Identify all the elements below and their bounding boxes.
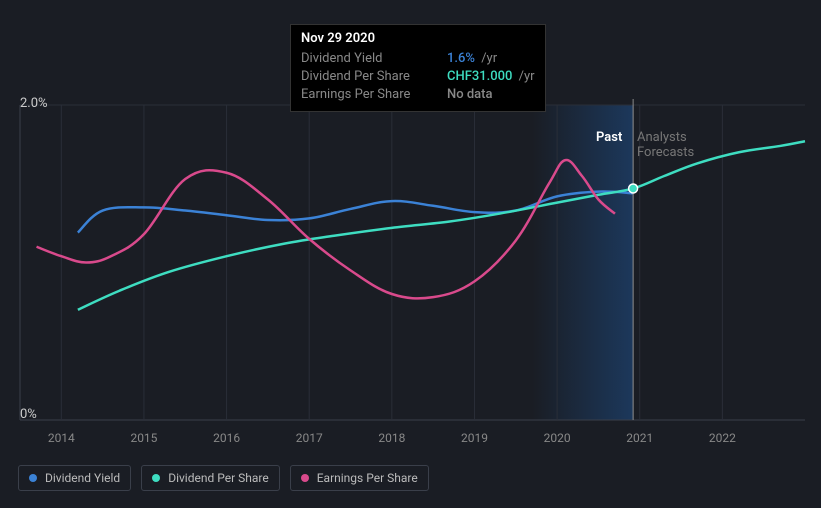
legend-label: Earnings Per Share — [317, 471, 418, 485]
x-axis-tick-label: 2021 — [626, 431, 653, 445]
legend-dot-icon — [152, 474, 160, 482]
y-axis-label-top: 2.0% — [20, 96, 48, 111]
legend: Dividend Yield Dividend Per Share Earnin… — [18, 465, 429, 491]
legend-label: Dividend Yield — [45, 471, 120, 485]
legend-item-dividend-per-share[interactable]: Dividend Per Share — [141, 465, 280, 491]
tooltip-row-label: Dividend Per Share — [301, 68, 431, 86]
tooltip-row-value: No data — [447, 86, 493, 104]
legend-label: Dividend Per Share — [168, 471, 269, 485]
tooltip-row-label: Earnings Per Share — [301, 86, 431, 104]
x-axis-tick-label: 2016 — [213, 431, 240, 445]
x-axis-tick-label: 2020 — [544, 431, 571, 445]
x-axis-tick-label: 2018 — [378, 431, 405, 445]
tooltip-row-value: 1.6% /yr — [447, 50, 497, 68]
tooltip-row: Dividend Yield 1.6% /yr — [301, 50, 535, 68]
legend-item-earnings-per-share[interactable]: Earnings Per Share — [290, 465, 429, 491]
x-axis-tick-label: 2022 — [709, 431, 736, 445]
legend-item-dividend-yield[interactable]: Dividend Yield — [18, 465, 131, 491]
x-axis-tick-label: 2015 — [130, 431, 157, 445]
tooltip-row-label: Dividend Yield — [301, 50, 431, 68]
tooltip-row-value: CHF31.000 /yr — [447, 68, 535, 86]
legend-dot-icon — [29, 474, 37, 482]
x-axis-labels: 2014 2015 2016 2017 2018 2019 2020 2021 2022 — [0, 431, 821, 451]
hover-tooltip: Nov 29 2020 Dividend Yield1.6% /yrDivide… — [290, 24, 546, 112]
x-axis-tick-label: 2017 — [296, 431, 323, 445]
region-past-label: Past — [596, 130, 622, 145]
x-axis-tick-label: 2014 — [48, 431, 75, 445]
tooltip-date: Nov 29 2020 — [301, 31, 535, 46]
region-forecast-label: Analysts Forecasts — [637, 130, 694, 160]
tooltip-row: Dividend Per Share CHF31.000 /yr — [301, 68, 535, 86]
tooltip-row: Earnings Per Share No data — [301, 86, 535, 104]
x-axis-tick-label: 2019 — [461, 431, 488, 445]
y-axis-label-bottom: 0% — [20, 407, 37, 422]
legend-dot-icon — [301, 474, 309, 482]
